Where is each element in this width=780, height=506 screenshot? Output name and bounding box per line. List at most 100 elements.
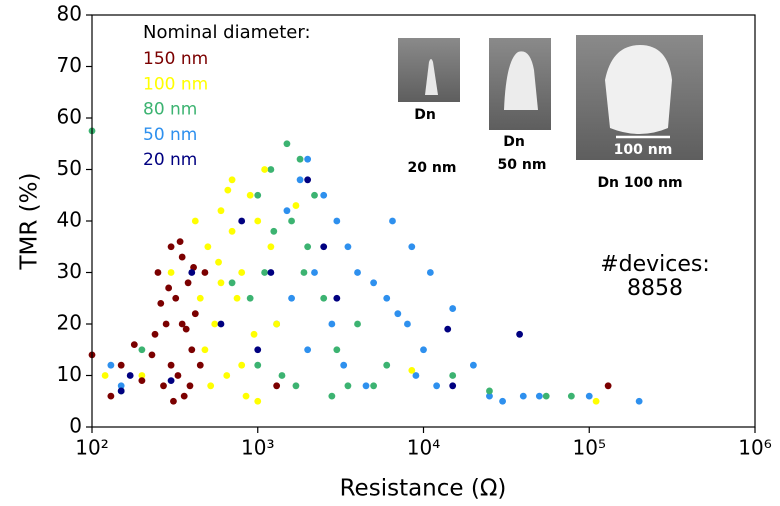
point <box>486 392 493 400</box>
point <box>469 361 477 369</box>
point <box>311 191 318 199</box>
point <box>217 207 225 215</box>
point <box>278 372 286 379</box>
point <box>261 166 269 173</box>
scale-bar-label: 100 nm <box>614 142 673 158</box>
point <box>292 382 300 390</box>
annotation: 8858 <box>627 276 683 301</box>
legend-entry: 20 nm <box>143 150 197 170</box>
point <box>333 294 341 302</box>
point <box>186 382 194 390</box>
point <box>217 320 225 328</box>
point <box>267 269 275 276</box>
inset-label: Dn 100 nm <box>597 175 682 191</box>
inset-label: Dn <box>414 107 436 123</box>
point <box>304 176 312 184</box>
inset-label: Dn <box>503 134 525 150</box>
y-axis-label: TMR (%) <box>17 173 43 271</box>
point <box>288 217 295 225</box>
point <box>178 253 186 261</box>
y-tick-label: 10 <box>57 362 82 386</box>
point <box>394 310 402 318</box>
point <box>328 320 336 328</box>
point <box>304 346 312 354</box>
point <box>138 372 146 379</box>
point <box>261 269 269 276</box>
point <box>201 269 209 276</box>
y-tick-label: 30 <box>57 259 82 283</box>
point <box>383 361 391 369</box>
point <box>172 294 180 302</box>
point <box>344 243 352 251</box>
point <box>107 361 115 369</box>
point <box>444 325 452 333</box>
legend-entry: 100 nm <box>143 74 208 94</box>
point <box>267 243 275 251</box>
legend-title: Nominal diameter: <box>143 22 311 43</box>
y-tick-label: 80 <box>57 2 82 26</box>
point <box>311 269 318 276</box>
point <box>182 325 190 333</box>
point <box>178 320 186 328</box>
point <box>499 397 506 405</box>
point <box>165 284 173 292</box>
point <box>254 346 262 354</box>
legend-entry: 50 nm <box>143 125 197 145</box>
point <box>228 176 236 184</box>
x-tick-label: 10³ <box>241 436 274 460</box>
point <box>389 217 396 225</box>
inset-label: 50 nm <box>498 157 547 173</box>
point <box>101 372 109 379</box>
point <box>449 372 457 379</box>
point <box>592 397 600 405</box>
point <box>304 155 312 163</box>
point <box>328 392 336 400</box>
point <box>233 294 241 302</box>
point <box>354 320 361 328</box>
point <box>433 382 441 390</box>
point <box>333 346 341 354</box>
point <box>370 382 378 390</box>
legend-entry: 80 nm <box>143 100 197 120</box>
point <box>204 243 212 251</box>
points <box>88 127 643 405</box>
point <box>190 263 197 271</box>
point <box>224 186 232 194</box>
point <box>201 346 209 354</box>
point <box>604 382 612 390</box>
point <box>246 191 254 199</box>
point <box>486 387 493 395</box>
point <box>542 392 550 400</box>
point <box>254 397 262 405</box>
pillar <box>605 45 672 134</box>
point <box>238 269 246 276</box>
point <box>283 207 291 215</box>
point <box>211 320 219 328</box>
point <box>174 372 182 379</box>
pillar <box>504 51 538 110</box>
point <box>184 279 192 287</box>
point <box>254 217 262 225</box>
point <box>383 294 391 302</box>
point <box>228 279 236 287</box>
annotation: #devices: <box>600 252 710 277</box>
point <box>238 217 246 225</box>
y-tick-label: 20 <box>57 311 82 335</box>
point <box>157 300 165 307</box>
legend-entry: 150 nm <box>143 49 208 69</box>
point <box>408 243 416 251</box>
x-tick-label: 10⁴ <box>407 436 440 460</box>
point <box>270 227 278 235</box>
x-tick-label: 10² <box>75 436 108 460</box>
point <box>267 166 275 173</box>
y-tick-label: 60 <box>57 105 82 129</box>
point <box>519 392 527 400</box>
point <box>180 392 188 400</box>
point <box>107 392 115 400</box>
point <box>191 310 199 318</box>
point <box>354 269 361 276</box>
point <box>176 238 184 246</box>
point <box>296 155 304 163</box>
point <box>288 294 295 302</box>
